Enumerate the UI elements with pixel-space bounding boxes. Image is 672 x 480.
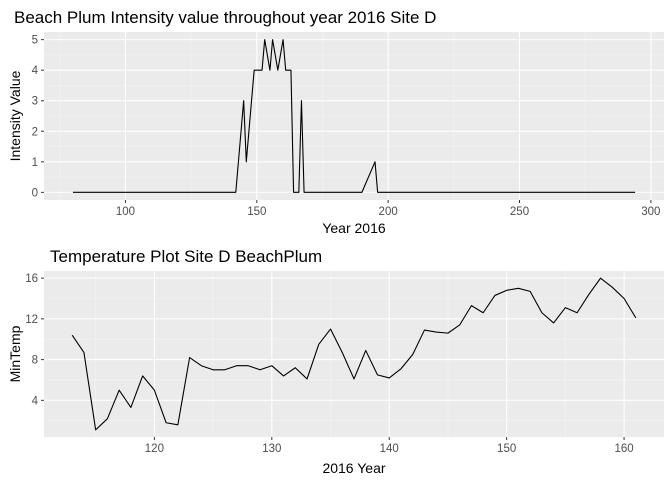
temperature-x-axis: 120 130 140 150 160 [145,437,634,455]
temperature-y-tick-label: 16 [25,273,38,285]
temperature-y-tick-label: 8 [32,355,38,367]
temperature-x-tick-label: 150 [497,443,516,455]
intensity-x-tick-label: 150 [247,206,266,218]
intensity-y-tick-label: 2 [32,126,38,138]
intensity-grid [44,32,664,200]
intensity-x-tick-label: 300 [641,206,660,218]
intensity-x-axis: 100 150 200 250 300 [116,200,660,218]
intensity-y-tick-label: 3 [32,96,38,108]
intensity-x-tick-label: 250 [510,206,529,218]
temperature-grid [44,271,664,437]
temperature-chart: Temperature Plot Site D BeachPlum 4 8 12 16… [7,247,664,476]
temperature-y-axis: 4 8 12 16 [25,273,44,407]
temperature-chart-title: Temperature Plot Site D BeachPlum [50,247,322,266]
intensity-y-tick-label: 0 [32,187,38,199]
temperature-y-axis-title: MinTemp [7,325,23,382]
temperature-x-tick-label: 120 [145,443,164,455]
intensity-y-tick-label: 5 [32,35,38,47]
intensity-y-axis-title: Intensity Value [7,70,23,161]
intensity-series-line [72,39,636,193]
temperature-x-tick-label: 140 [380,443,399,455]
temperature-x-axis-title: 2016 Year [322,460,385,476]
intensity-chart: Beach Plum Intensity value throughout ye… [7,8,664,236]
temperature-y-tick-label: 4 [32,395,39,407]
temperature-series-line [71,277,637,431]
intensity-chart-title: Beach Plum Intensity value throughout ye… [14,8,436,27]
intensity-x-tick-label: 100 [116,206,135,218]
temperature-x-tick-label: 160 [614,443,633,455]
temperature-plot-panel [44,271,664,437]
intensity-x-axis-title: Year 2016 [322,220,386,236]
temperature-x-tick-label: 130 [262,443,281,455]
intensity-y-tick-label: 4 [32,65,39,77]
intensity-x-tick-label: 200 [379,206,398,218]
temperature-y-tick-label: 12 [25,314,38,326]
intensity-y-tick-label: 1 [32,157,38,169]
intensity-y-axis: 0 1 2 3 4 5 [32,35,44,199]
